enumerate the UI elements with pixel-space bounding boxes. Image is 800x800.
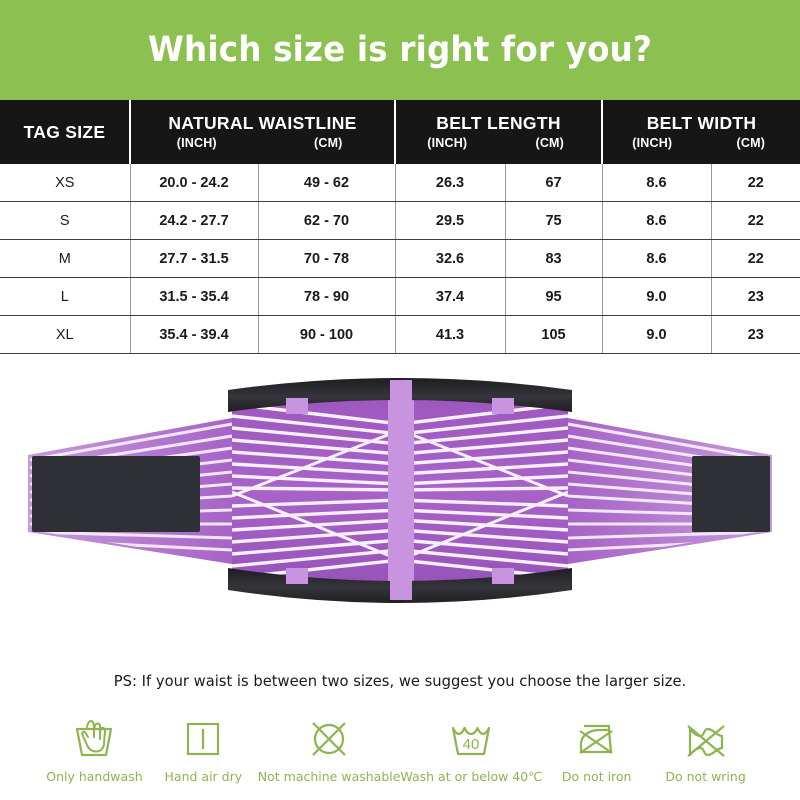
cell-tag-size: M: [0, 239, 131, 278]
body-stripes-right: [399, 402, 568, 580]
cell-width-cm: 22: [711, 201, 800, 240]
header-tag-size-label: TAG SIZE: [23, 122, 106, 142]
care-item-no-iron: Do not iron: [542, 715, 651, 784]
header-belt-length: BELT LENGTH (INCH) (CM): [395, 100, 604, 164]
cell-length-cm: 67: [505, 164, 603, 202]
belt-main-body: [228, 378, 572, 603]
center-support-band: [388, 385, 414, 596]
cell-waist-cm: 90 - 100: [258, 315, 396, 354]
cell-width-inch: 9.0: [602, 277, 712, 316]
no-iron-icon: [573, 715, 621, 763]
care-label-wash-temp: Wash at or below 40℃: [400, 769, 543, 784]
cell-tag-size: L: [0, 277, 131, 316]
cell-waist-cm: 49 - 62: [258, 164, 396, 202]
page-banner: Which size is right for you?: [0, 0, 800, 100]
cell-width-cm: 23: [711, 315, 800, 354]
header-belt-width: BELT WIDTH (INCH) (CM): [602, 100, 800, 164]
table-header-row: TAG SIZE NATURAL WAISTLINE (INCH) (CM) B…: [0, 100, 800, 164]
table-row: S 24.2 - 27.7 62 - 70 29.5 75 8.6 22: [0, 201, 800, 240]
care-label-hang-dry: Hand air dry: [164, 769, 243, 784]
cell-width-inch: 8.6: [602, 239, 712, 278]
cell-waist-inch: 27.7 - 31.5: [130, 239, 259, 278]
table-row: XL 35.4 - 39.4 90 - 100 41.3 105 9.0 23: [0, 315, 800, 354]
top-tab-right: [492, 398, 514, 414]
table-row: L 31.5 - 35.4 78 - 90 37.4 95 9.0 23: [0, 277, 800, 316]
care-item-no-wring: Do not wring: [651, 715, 760, 784]
care-item-hang-dry: Hand air dry: [149, 715, 258, 784]
cell-length-cm: 83: [505, 239, 603, 278]
cell-length-inch: 29.5: [395, 201, 506, 240]
header-tag-size: TAG SIZE: [0, 100, 131, 164]
bottom-tab-left: [286, 568, 308, 584]
sizing-note: PS: If your waist is between two sizes, …: [113, 672, 687, 690]
cell-length-inch: 41.3: [395, 315, 506, 354]
handwash-icon: [71, 715, 117, 763]
cell-waist-inch: 35.4 - 39.4: [130, 315, 259, 354]
care-item-handwash: Only handwash: [40, 715, 149, 784]
cell-waist-inch: 24.2 - 27.7: [130, 201, 259, 240]
header-belt-width-cm: (CM): [736, 135, 766, 150]
top-tab-center: [390, 380, 412, 414]
belt-right-wing: [568, 418, 772, 564]
cell-waist-cm: 78 - 90: [258, 277, 396, 316]
table-row: M 27.7 - 31.5 70 - 78 32.6 83 8.6 22: [0, 239, 800, 278]
table-row: XS 20.0 - 24.2 49 - 62 26.3 67 8.6 22: [0, 164, 800, 202]
left-velcro-pad: [32, 456, 200, 532]
header-natural-waistline: NATURAL WAISTLINE (INCH) (CM): [130, 100, 397, 164]
care-instructions-row: Only handwash Hand air dry Not machine w…: [40, 715, 760, 784]
cell-tag-size: XS: [0, 164, 131, 202]
cell-tag-size: S: [0, 201, 131, 240]
cell-waist-cm: 62 - 70: [258, 201, 396, 240]
header-belt-length-label: BELT LENGTH: [436, 113, 561, 134]
care-item-wash-temp: 40 Wash at or below 40℃: [400, 715, 542, 784]
cell-width-inch: 9.0: [602, 315, 712, 354]
bottom-tab-center: [390, 566, 412, 600]
wash-temp-value: 40: [463, 736, 480, 753]
no-machine-wash-icon: [307, 715, 351, 763]
cell-length-cm: 95: [505, 277, 603, 316]
right-velcro-pad: [692, 456, 770, 532]
wash-temp-40-icon: 40: [447, 715, 495, 763]
header-natural-waistline-inch: (INCH): [176, 135, 217, 150]
care-label-no-machine-wash: Not machine washable: [257, 769, 401, 784]
size-chart-table: TAG SIZE NATURAL WAISTLINE (INCH) (CM) B…: [0, 100, 800, 354]
cell-waist-inch: 31.5 - 35.4: [130, 277, 259, 316]
cell-width-inch: 8.6: [602, 201, 712, 240]
cell-waist-inch: 20.0 - 24.2: [130, 164, 259, 202]
cell-length-cm: 75: [505, 201, 603, 240]
header-belt-length-cm: (CM): [535, 135, 565, 150]
hang-dry-icon: [182, 715, 224, 763]
cell-width-inch: 8.6: [602, 164, 712, 202]
page-title: Which size is right for you?: [147, 30, 653, 70]
no-wring-icon: [681, 715, 731, 763]
cell-width-cm: 23: [711, 277, 800, 316]
header-natural-waistline-cm: (CM): [313, 135, 343, 150]
cell-length-inch: 32.6: [395, 239, 506, 278]
table-body: XS 20.0 - 24.2 49 - 62 26.3 67 8.6 22 S …: [0, 164, 800, 354]
care-item-no-machine-wash: Not machine washable: [257, 715, 401, 784]
body-stripes-left: [232, 402, 401, 580]
care-label-no-iron: Do not iron: [561, 769, 632, 784]
header-natural-waistline-label: NATURAL WAISTLINE: [168, 113, 357, 134]
cell-width-cm: 22: [711, 239, 800, 278]
cell-waist-cm: 70 - 78: [258, 239, 396, 278]
cell-length-inch: 26.3: [395, 164, 506, 202]
bottom-tab-right: [492, 568, 514, 584]
product-image: [0, 360, 800, 650]
cell-length-cm: 105: [505, 315, 603, 354]
header-belt-width-inch: (INCH): [632, 135, 673, 150]
back-brace-belt-illustration: [28, 378, 772, 603]
care-label-handwash: Only handwash: [46, 769, 143, 784]
belt-left-wing: [28, 418, 232, 564]
cell-length-inch: 37.4: [395, 277, 506, 316]
top-tab-left: [286, 398, 308, 414]
header-belt-width-label: BELT WIDTH: [646, 113, 757, 134]
cell-width-cm: 22: [711, 164, 800, 202]
care-label-no-wring: Do not wring: [665, 769, 746, 784]
cell-tag-size: XL: [0, 315, 131, 354]
header-belt-length-inch: (INCH): [427, 135, 468, 150]
